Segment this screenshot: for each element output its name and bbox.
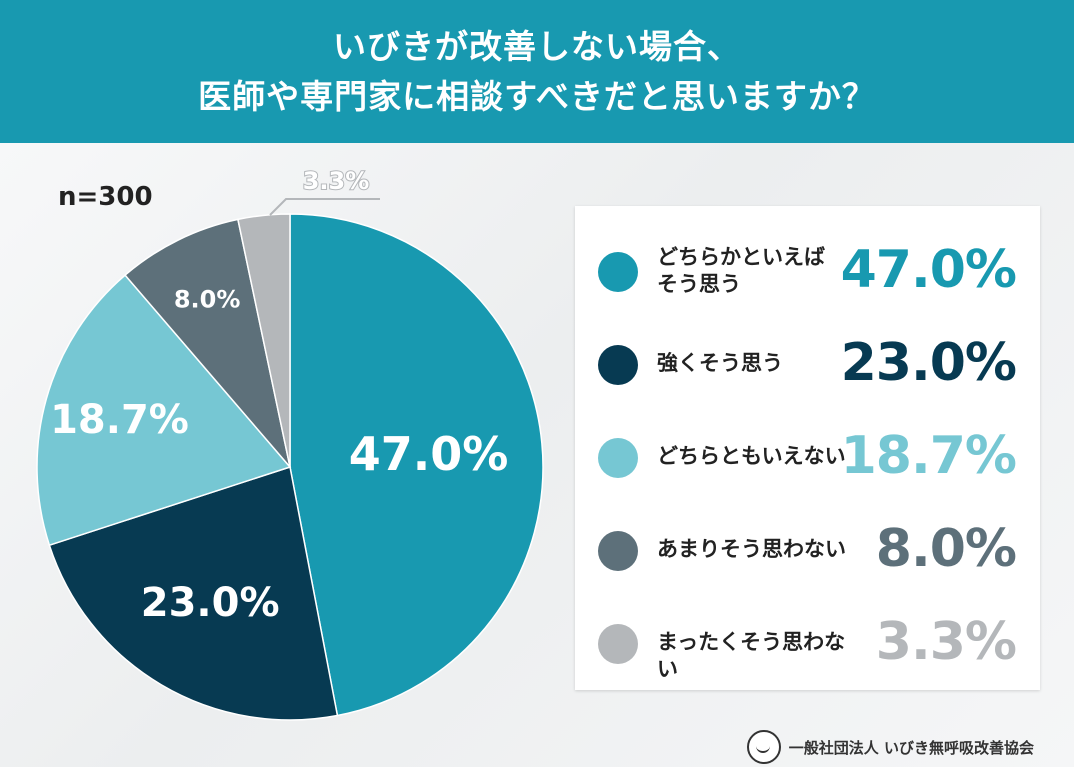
chart-title-line-2: 医師や専門家に相談すべきだと思いますか？ xyxy=(198,76,876,116)
sample-size-label: n=300 xyxy=(58,182,153,212)
legend-label: あまりそう思わない xyxy=(657,537,846,561)
legend-item: あまりそう思わない 8.0% xyxy=(575,505,1040,595)
slice-value-label: 18.7% xyxy=(50,397,189,443)
legend-item: どちらともいえない 18.7% xyxy=(575,412,1040,502)
legend-value: 18.7% xyxy=(840,426,1017,486)
legend-label: どちらともいえない xyxy=(657,444,846,468)
slice-value-label: 23.0% xyxy=(141,580,280,626)
legend-value: 23.0% xyxy=(840,333,1017,393)
legend-label: 強くそう思う xyxy=(657,351,783,375)
legend-label: まったくそう思わない xyxy=(657,630,846,681)
pie-slice xyxy=(289,213,544,717)
legend-value: 8.0% xyxy=(875,519,1017,579)
slice-value-label: 3.3% xyxy=(303,167,370,195)
legend-item: 強くそう思う 23.0% xyxy=(575,319,1040,409)
chart-title-banner: いびきが改善しない場合、 医師や専門家に相談すべきだと思いますか？ xyxy=(0,0,1074,143)
legend-swatch xyxy=(598,438,638,478)
pie-chart: 47.0% 23.0% 18.7% 8.0% 3.3% xyxy=(36,166,544,721)
chart-title-line-1: いびきが改善しない場合、 xyxy=(333,26,741,66)
pie-slice xyxy=(124,218,291,468)
slice-value-label: 47.0% xyxy=(349,427,509,481)
pie-slice xyxy=(36,274,292,547)
legend-swatch xyxy=(598,345,638,385)
legend-item: まったくそう思わない 3.3% xyxy=(575,598,1040,688)
legend-swatch xyxy=(598,252,638,292)
pie-slice xyxy=(48,466,339,721)
legend-label: どちらかといえば そう思う xyxy=(657,245,825,296)
legend-item: どちらかといえば そう思う 47.0% xyxy=(575,226,1040,316)
legend-swatch xyxy=(598,531,638,571)
leader-line xyxy=(269,198,380,216)
legend-value: 3.3% xyxy=(875,612,1017,672)
sleeping-face-icon xyxy=(746,730,781,764)
legend-swatch xyxy=(598,624,638,664)
pie-slice xyxy=(237,213,291,468)
legend: どちらかといえば そう思う 47.0% 強くそう思う 23.0% どちらともいえ… xyxy=(575,206,1040,690)
legend-value: 47.0% xyxy=(840,240,1017,300)
slice-value-label: 8.0% xyxy=(174,286,241,314)
organization-name: 一般社団法人 いびき無呼吸改善協会 xyxy=(788,738,1034,757)
footer-credit: 一般社団法人 いびき無呼吸改善協会 xyxy=(746,730,1034,764)
